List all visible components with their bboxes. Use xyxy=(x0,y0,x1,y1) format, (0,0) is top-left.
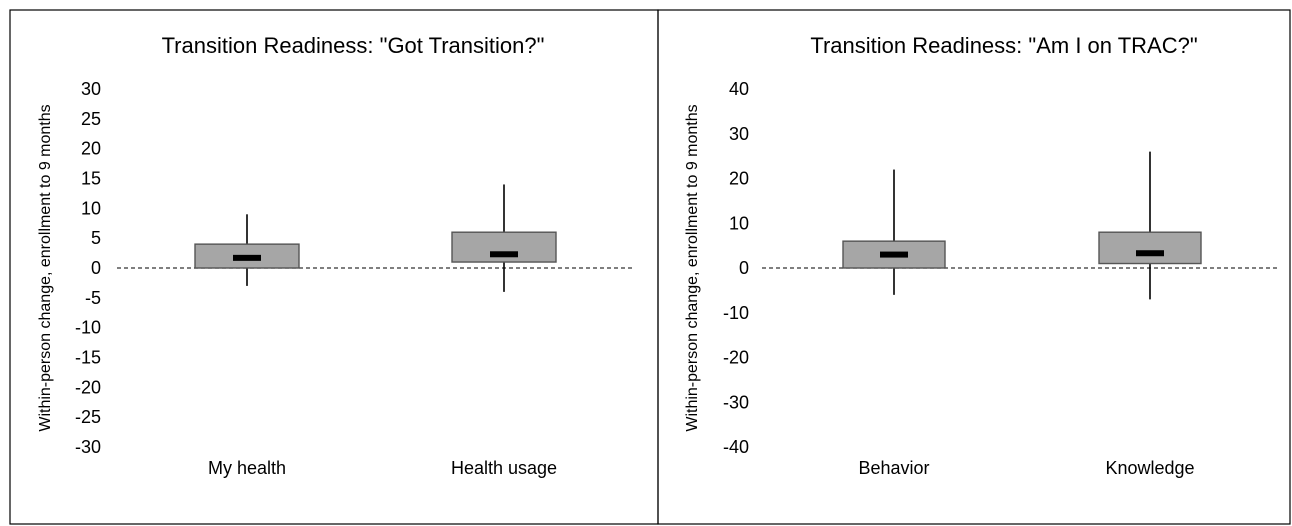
chart-panel-am-i-on-trac: Transition Readiness: "Am I on TRAC?" Wit… xyxy=(684,33,1278,478)
y-tick-label: -20 xyxy=(723,348,749,368)
y-axis-label: Within-person change, enrollment to 9 mo… xyxy=(37,104,54,431)
median-marker xyxy=(490,251,518,258)
median-marker xyxy=(233,254,261,261)
y-axis-label: Within-person change, enrollment to 9 mo… xyxy=(684,104,701,431)
box-plot-behavior xyxy=(842,169,946,295)
panel-frame-left xyxy=(9,9,659,525)
y-tick-label: 30 xyxy=(81,79,101,99)
y-tick-label: 25 xyxy=(81,109,101,129)
box-plot-my-health xyxy=(194,214,300,286)
y-tick-label: 40 xyxy=(729,79,749,99)
category-label: Health usage xyxy=(451,458,557,478)
y-tick-label: -20 xyxy=(75,377,101,397)
y-tick-label: 20 xyxy=(729,169,749,189)
y-tick-label: -15 xyxy=(75,348,101,368)
box-plot-knowledge xyxy=(1098,151,1202,300)
y-tick-label: -25 xyxy=(75,407,101,427)
y-tick-label: 0 xyxy=(739,258,749,278)
box xyxy=(1098,231,1202,265)
y-tick-label: -30 xyxy=(75,437,101,457)
category-label: My health xyxy=(208,458,286,478)
y-tick-label: -10 xyxy=(75,318,101,338)
panel-frame-right xyxy=(657,9,1291,525)
y-tick-label: 0 xyxy=(91,258,101,278)
y-tick-label: -10 xyxy=(723,303,749,323)
chart-title: Transition Readiness: "Got Transition?" xyxy=(162,33,545,58)
y-tick-label: -40 xyxy=(723,437,749,457)
y-tick-label: 30 xyxy=(729,124,749,144)
y-tick-label: 10 xyxy=(81,198,101,218)
category-label: Behavior xyxy=(858,458,929,478)
median-marker xyxy=(880,251,908,258)
box xyxy=(451,231,557,263)
chart-title: Transition Readiness: "Am I on TRAC?" xyxy=(810,33,1197,58)
category-label: Knowledge xyxy=(1105,458,1194,478)
y-tick-label: -5 xyxy=(85,288,101,308)
median-marker xyxy=(1136,250,1164,257)
y-tick-label: 15 xyxy=(81,169,101,189)
y-tick-label: -30 xyxy=(723,392,749,412)
y-tick-label: 5 xyxy=(91,228,101,248)
chart-panel-got-transition: Transition Readiness: "Got Transition?" W… xyxy=(37,33,632,478)
y-tick-label: 20 xyxy=(81,139,101,159)
box-plot-health-usage xyxy=(451,184,557,292)
y-tick-label: 10 xyxy=(729,213,749,233)
